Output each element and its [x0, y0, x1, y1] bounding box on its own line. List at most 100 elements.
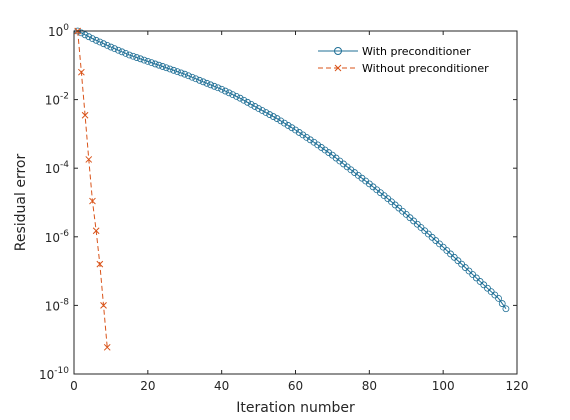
y-tick-label: 10-6 [45, 229, 70, 245]
data-point [472, 274, 480, 282]
legend-marker-without-preconditioner [334, 64, 342, 72]
data-point [111, 45, 119, 53]
x-tick-label: 20 [140, 379, 155, 393]
legend-box [311, 39, 509, 79]
x-tick-label: 40 [214, 379, 229, 393]
data-point [207, 81, 214, 89]
data-point [96, 38, 104, 46]
data-point [502, 305, 510, 313]
data-point [192, 75, 200, 83]
data-point [129, 52, 137, 60]
y-axis-label: Residual error [13, 154, 29, 252]
data-point [303, 133, 310, 141]
x-tick-label: 60 [288, 379, 303, 393]
plot-frame [73, 30, 518, 375]
data-point [255, 105, 262, 112]
y-tick-label: 10-10 [39, 366, 69, 382]
y-tick-label: 10-8 [45, 297, 70, 313]
data-point [236, 94, 244, 102]
x-tick-label: 80 [362, 379, 377, 393]
data-point [133, 54, 141, 61]
data-point [251, 103, 259, 110]
data-point [461, 264, 469, 271]
data-point [439, 243, 447, 251]
data-point [137, 55, 144, 63]
data-point [78, 68, 85, 76]
data-point [221, 87, 229, 95]
data-point [443, 247, 451, 254]
data-point [229, 91, 237, 99]
data-point [450, 253, 458, 261]
data-point [484, 284, 491, 292]
data-point [258, 107, 266, 114]
data-point [89, 35, 96, 43]
data-point [262, 109, 270, 116]
data-point [77, 29, 85, 37]
data-point [447, 250, 454, 258]
x-axis-label: Iteration number [236, 400, 355, 416]
data-point [244, 98, 251, 106]
data-point [277, 117, 285, 125]
data-point [203, 79, 211, 87]
data-point [225, 89, 233, 97]
data-point [140, 56, 148, 64]
data-point [155, 61, 163, 69]
data-point [306, 136, 314, 144]
data-point [118, 48, 126, 56]
data-point [144, 57, 152, 65]
data-point [480, 281, 488, 289]
data-point [269, 113, 277, 120]
data-point [284, 122, 292, 129]
data-point [233, 92, 240, 100]
y-tick-label: 100 [48, 23, 69, 39]
y-tick-label: 10-2 [45, 92, 69, 108]
data-point [295, 129, 303, 136]
data-point [100, 40, 107, 48]
data-point [458, 260, 466, 268]
data-point [100, 302, 107, 309]
series-line [77, 30, 507, 310]
x-tick-label: 100 [432, 379, 455, 393]
data-point [218, 85, 226, 93]
legend-marker-with-preconditioner [334, 47, 342, 55]
data-point [125, 51, 133, 59]
data-point [122, 49, 130, 57]
data-point [476, 278, 484, 285]
data-point [85, 33, 93, 41]
data-point [170, 66, 178, 74]
data-point [469, 271, 477, 278]
data-point [96, 260, 104, 268]
data-point [273, 115, 281, 122]
data-point [114, 46, 122, 54]
data-point [85, 156, 93, 163]
data-point [240, 96, 248, 104]
series-layer [74, 27, 510, 351]
data-point [159, 63, 167, 70]
data-point [495, 294, 502, 302]
data-point [166, 65, 174, 73]
data-point [107, 43, 115, 51]
series-with-preconditioner [74, 27, 510, 313]
data-point [247, 100, 255, 108]
data-point [151, 60, 159, 68]
data-point [491, 291, 499, 299]
data-point [103, 343, 111, 351]
data-point [454, 257, 462, 265]
data-point [199, 78, 207, 86]
x-tick-label: 0 [70, 379, 78, 393]
legend: With preconditioner Without precondition… [311, 39, 509, 79]
x-tick-label: 120 [506, 379, 529, 393]
y-tick-label: 10-4 [45, 160, 70, 176]
legend-label-with-preconditioner: With preconditioner [362, 45, 471, 58]
data-point [103, 41, 111, 49]
data-point [214, 84, 222, 92]
data-point [148, 59, 155, 67]
series-without-preconditioner [74, 27, 111, 351]
legend-label-without-preconditioner: Without preconditioner [362, 62, 489, 75]
data-point [465, 267, 473, 275]
data-point [81, 111, 89, 119]
data-point [288, 124, 296, 132]
data-point [281, 119, 288, 127]
data-point [188, 73, 196, 81]
